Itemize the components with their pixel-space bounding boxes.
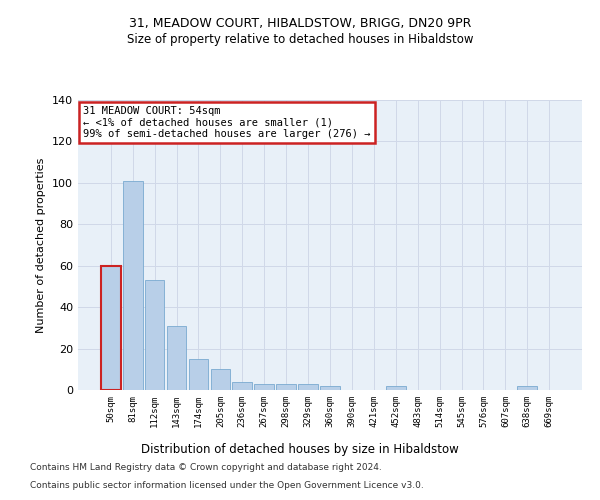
Bar [188, 359, 208, 390]
Bar [145, 280, 164, 390]
Bar [101, 266, 121, 390]
Bar [517, 386, 537, 390]
Bar [123, 181, 143, 390]
Text: Size of property relative to detached houses in Hibaldstow: Size of property relative to detached ho… [127, 32, 473, 46]
Text: Distribution of detached houses by size in Hibaldstow: Distribution of detached houses by size … [141, 442, 459, 456]
Text: 31, MEADOW COURT, HIBALDSTOW, BRIGG, DN20 9PR: 31, MEADOW COURT, HIBALDSTOW, BRIGG, DN2… [129, 18, 471, 30]
Bar [232, 382, 252, 390]
Bar [211, 370, 230, 390]
Bar [276, 384, 296, 390]
Text: Contains public sector information licensed under the Open Government Licence v3: Contains public sector information licen… [30, 481, 424, 490]
Text: Contains HM Land Registry data © Crown copyright and database right 2024.: Contains HM Land Registry data © Crown c… [30, 464, 382, 472]
Bar [320, 386, 340, 390]
Bar [298, 384, 318, 390]
Y-axis label: Number of detached properties: Number of detached properties [37, 158, 46, 332]
Bar [167, 326, 187, 390]
Bar [386, 386, 406, 390]
Text: 31 MEADOW COURT: 54sqm
← <1% of detached houses are smaller (1)
99% of semi-deta: 31 MEADOW COURT: 54sqm ← <1% of detached… [83, 106, 371, 139]
Bar [254, 384, 274, 390]
